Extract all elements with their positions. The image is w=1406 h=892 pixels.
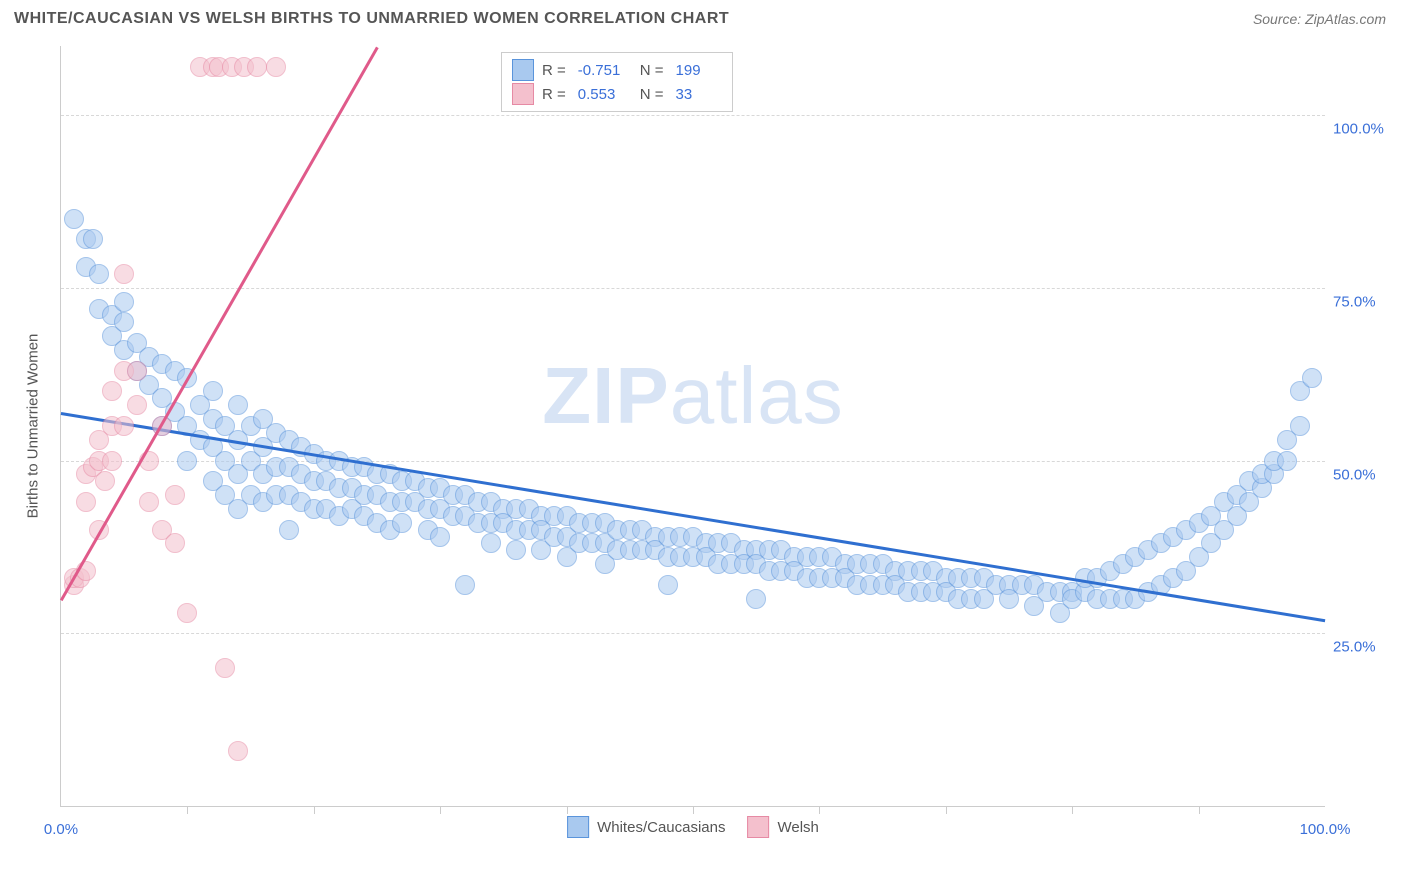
data-point-welsh[interactable] — [177, 603, 197, 623]
data-point-welsh[interactable] — [215, 658, 235, 678]
watermark: ZIPatlas — [542, 350, 843, 442]
x-tick — [1072, 806, 1073, 814]
data-point-welsh[interactable] — [102, 381, 122, 401]
legend-label: Whites/Caucasians — [597, 819, 725, 836]
chart-title: WHITE/CAUCASIAN VS WELSH BIRTHS TO UNMAR… — [14, 10, 729, 28]
data-point-welsh[interactable] — [266, 57, 286, 77]
data-point-whites[interactable] — [658, 575, 678, 595]
data-point-whites[interactable] — [89, 264, 109, 284]
stat-r-label: R = — [542, 86, 566, 103]
x-tick — [693, 806, 694, 814]
legend-label: Welsh — [777, 819, 818, 836]
data-point-whites[interactable] — [392, 513, 412, 533]
y-tick-label: 75.0% — [1333, 293, 1393, 310]
swatch-whites — [567, 816, 589, 838]
trendline-whites — [61, 412, 1325, 622]
y-tick-label: 50.0% — [1333, 466, 1393, 483]
stat-n-value: 33 — [672, 86, 722, 103]
swatch-whites — [512, 59, 534, 81]
chart-area: ZIPatlas Births to Unmarried Women R = -0… — [14, 46, 1392, 836]
chart-source: Source: ZipAtlas.com — [1253, 11, 1386, 27]
data-point-whites[interactable] — [455, 575, 475, 595]
x-tick — [946, 806, 947, 814]
y-axis-label: Births to Unmarried Women — [25, 334, 42, 519]
plot-region: ZIPatlas Births to Unmarried Women R =-0… — [60, 46, 1325, 807]
gridline-h — [61, 288, 1325, 289]
stats-legend: R = -0.751 N = 199 R = 0.553 N = 33 — [501, 52, 733, 112]
data-point-whites[interactable] — [114, 292, 134, 312]
data-point-welsh[interactable] — [165, 485, 185, 505]
stat-n-value: 199 — [672, 62, 722, 79]
data-point-whites[interactable] — [430, 527, 450, 547]
y-tick-label: 25.0% — [1333, 639, 1393, 656]
x-tick — [819, 806, 820, 814]
gridline-h — [61, 115, 1325, 116]
data-point-whites[interactable] — [228, 395, 248, 415]
swatch-welsh — [747, 816, 769, 838]
stat-n-label: N = — [632, 62, 664, 79]
swatch-welsh — [512, 83, 534, 105]
stat-r-label: R = — [542, 62, 566, 79]
y-tick-label: 100.0% — [1333, 121, 1393, 138]
x-tick — [314, 806, 315, 814]
data-point-whites[interactable] — [506, 540, 526, 560]
data-point-whites[interactable] — [1277, 451, 1297, 471]
data-point-whites[interactable] — [481, 533, 501, 553]
data-point-welsh[interactable] — [247, 57, 267, 77]
data-point-welsh[interactable] — [165, 533, 185, 553]
x-tick — [440, 806, 441, 814]
x-tick — [567, 806, 568, 814]
data-point-welsh[interactable] — [127, 395, 147, 415]
data-point-whites[interactable] — [746, 589, 766, 609]
data-point-whites[interactable] — [64, 209, 84, 229]
x-tick-label: 100.0% — [1300, 821, 1351, 838]
data-point-welsh[interactable] — [76, 492, 96, 512]
stats-row-whites: R = -0.751 N = 199 — [512, 58, 722, 82]
data-point-whites[interactable] — [203, 381, 223, 401]
legend-item-welsh[interactable]: Welsh — [747, 816, 818, 838]
data-point-whites[interactable] — [114, 312, 134, 332]
data-point-welsh[interactable] — [139, 492, 159, 512]
legend-item-whites[interactable]: Whites/Caucasians — [567, 816, 725, 838]
stat-n-label: N = — [632, 86, 664, 103]
data-point-welsh[interactable] — [102, 451, 122, 471]
x-tick — [1199, 806, 1200, 814]
data-point-whites[interactable] — [83, 229, 103, 249]
data-point-whites[interactable] — [177, 451, 197, 471]
data-point-welsh[interactable] — [228, 741, 248, 761]
data-point-welsh[interactable] — [114, 264, 134, 284]
series-legend: Whites/Caucasians Welsh — [567, 816, 819, 838]
data-point-whites[interactable] — [1290, 416, 1310, 436]
chart-header: WHITE/CAUCASIAN VS WELSH BIRTHS TO UNMAR… — [0, 0, 1406, 34]
gridline-h — [61, 633, 1325, 634]
data-point-welsh[interactable] — [95, 471, 115, 491]
stat-r-value: 0.553 — [574, 86, 624, 103]
data-point-welsh[interactable] — [114, 416, 134, 436]
x-tick-label: 0.0% — [44, 821, 78, 838]
data-point-whites[interactable] — [1302, 368, 1322, 388]
stats-row-welsh: R = 0.553 N = 33 — [512, 82, 722, 106]
x-tick — [187, 806, 188, 814]
data-point-welsh[interactable] — [127, 361, 147, 381]
data-point-whites[interactable] — [279, 520, 299, 540]
stat-r-value: -0.751 — [574, 62, 624, 79]
